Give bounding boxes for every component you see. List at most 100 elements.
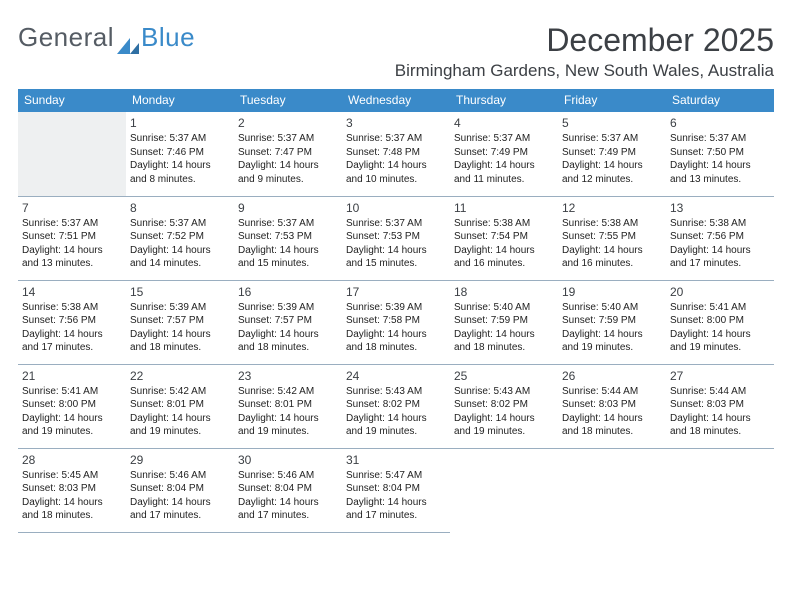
daylight-line: Daylight: 14 hours and 10 minutes. <box>346 159 446 186</box>
sunrise-line: Sunrise: 5:37 AM <box>670 132 770 146</box>
day-number: 8 <box>130 200 230 216</box>
sunrise-line: Sunrise: 5:46 AM <box>238 469 338 483</box>
daylight-line: Daylight: 14 hours and 19 minutes. <box>238 412 338 439</box>
daylight-line: Daylight: 14 hours and 18 minutes. <box>22 496 122 523</box>
daylight-line: Daylight: 14 hours and 18 minutes. <box>346 328 446 355</box>
daylight-line: Daylight: 14 hours and 17 minutes. <box>130 496 230 523</box>
calendar-day-cell: 17Sunrise: 5:39 AMSunset: 7:58 PMDayligh… <box>342 280 450 364</box>
sunrise-line: Sunrise: 5:42 AM <box>130 385 230 399</box>
sunrise-line: Sunrise: 5:41 AM <box>22 385 122 399</box>
sunset-line: Sunset: 7:53 PM <box>238 230 338 244</box>
calendar-day-cell <box>558 448 666 532</box>
sunrise-line: Sunrise: 5:38 AM <box>670 217 770 231</box>
sunset-line: Sunset: 7:46 PM <box>130 146 230 160</box>
daylight-line: Daylight: 14 hours and 18 minutes. <box>670 412 770 439</box>
calendar-day-cell: 30Sunrise: 5:46 AMSunset: 8:04 PMDayligh… <box>234 448 342 532</box>
day-info: Sunrise: 5:46 AMSunset: 8:04 PMDaylight:… <box>130 469 230 523</box>
calendar-week-row: 7Sunrise: 5:37 AMSunset: 7:51 PMDaylight… <box>18 196 774 280</box>
sunset-line: Sunset: 8:01 PM <box>130 398 230 412</box>
sunset-line: Sunset: 7:48 PM <box>346 146 446 160</box>
day-number: 10 <box>346 200 446 216</box>
sunset-line: Sunset: 7:54 PM <box>454 230 554 244</box>
day-number: 1 <box>130 115 230 131</box>
sunrise-line: Sunrise: 5:47 AM <box>346 469 446 483</box>
day-number: 13 <box>670 200 770 216</box>
calendar-week-row: 21Sunrise: 5:41 AMSunset: 8:00 PMDayligh… <box>18 364 774 448</box>
day-info: Sunrise: 5:43 AMSunset: 8:02 PMDaylight:… <box>454 385 554 439</box>
sunrise-line: Sunrise: 5:44 AM <box>562 385 662 399</box>
sunset-line: Sunset: 8:03 PM <box>562 398 662 412</box>
day-info: Sunrise: 5:44 AMSunset: 8:03 PMDaylight:… <box>562 385 662 439</box>
sunset-line: Sunset: 7:56 PM <box>670 230 770 244</box>
daylight-line: Daylight: 14 hours and 11 minutes. <box>454 159 554 186</box>
sunset-line: Sunset: 7:57 PM <box>238 314 338 328</box>
day-number: 14 <box>22 284 122 300</box>
calendar-day-cell: 2Sunrise: 5:37 AMSunset: 7:47 PMDaylight… <box>234 112 342 196</box>
day-info: Sunrise: 5:37 AMSunset: 7:49 PMDaylight:… <box>562 132 662 186</box>
logo-text-2: Blue <box>141 22 195 53</box>
day-number: 5 <box>562 115 662 131</box>
sunrise-line: Sunrise: 5:40 AM <box>454 301 554 315</box>
daylight-line: Daylight: 14 hours and 19 minutes. <box>130 412 230 439</box>
day-info: Sunrise: 5:38 AMSunset: 7:55 PMDaylight:… <box>562 217 662 271</box>
daylight-line: Daylight: 14 hours and 8 minutes. <box>130 159 230 186</box>
day-number: 28 <box>22 452 122 468</box>
day-info: Sunrise: 5:40 AMSunset: 7:59 PMDaylight:… <box>562 301 662 355</box>
day-info: Sunrise: 5:45 AMSunset: 8:03 PMDaylight:… <box>22 469 122 523</box>
calendar-day-cell <box>666 448 774 532</box>
sunrise-line: Sunrise: 5:37 AM <box>130 217 230 231</box>
sunrise-line: Sunrise: 5:42 AM <box>238 385 338 399</box>
sunset-line: Sunset: 7:51 PM <box>22 230 122 244</box>
sunrise-line: Sunrise: 5:37 AM <box>238 217 338 231</box>
day-header: Wednesday <box>342 89 450 112</box>
calendar-day-cell: 16Sunrise: 5:39 AMSunset: 7:57 PMDayligh… <box>234 280 342 364</box>
sunrise-line: Sunrise: 5:44 AM <box>670 385 770 399</box>
calendar-day-cell: 4Sunrise: 5:37 AMSunset: 7:49 PMDaylight… <box>450 112 558 196</box>
sunrise-line: Sunrise: 5:37 AM <box>238 132 338 146</box>
sunset-line: Sunset: 8:03 PM <box>22 482 122 496</box>
day-info: Sunrise: 5:38 AMSunset: 7:56 PMDaylight:… <box>670 217 770 271</box>
calendar-table: Sunday Monday Tuesday Wednesday Thursday… <box>18 89 774 533</box>
sunset-line: Sunset: 7:59 PM <box>562 314 662 328</box>
sunset-line: Sunset: 7:47 PM <box>238 146 338 160</box>
daylight-line: Daylight: 14 hours and 14 minutes. <box>130 244 230 271</box>
calendar-day-cell: 22Sunrise: 5:42 AMSunset: 8:01 PMDayligh… <box>126 364 234 448</box>
day-info: Sunrise: 5:37 AMSunset: 7:52 PMDaylight:… <box>130 217 230 271</box>
daylight-line: Daylight: 14 hours and 9 minutes. <box>238 159 338 186</box>
day-number: 20 <box>670 284 770 300</box>
daylight-line: Daylight: 14 hours and 18 minutes. <box>562 412 662 439</box>
day-info: Sunrise: 5:46 AMSunset: 8:04 PMDaylight:… <box>238 469 338 523</box>
sunset-line: Sunset: 8:00 PM <box>22 398 122 412</box>
daylight-line: Daylight: 14 hours and 19 minutes. <box>562 328 662 355</box>
day-header: Friday <box>558 89 666 112</box>
sunset-line: Sunset: 7:53 PM <box>346 230 446 244</box>
month-title: December 2025 <box>395 22 774 59</box>
sunrise-line: Sunrise: 5:37 AM <box>130 132 230 146</box>
sunset-line: Sunset: 7:52 PM <box>130 230 230 244</box>
sunset-line: Sunset: 7:50 PM <box>670 146 770 160</box>
day-info: Sunrise: 5:40 AMSunset: 7:59 PMDaylight:… <box>454 301 554 355</box>
calendar-week-row: 1Sunrise: 5:37 AMSunset: 7:46 PMDaylight… <box>18 112 774 196</box>
day-number: 17 <box>346 284 446 300</box>
sunrise-line: Sunrise: 5:43 AM <box>454 385 554 399</box>
daylight-line: Daylight: 14 hours and 19 minutes. <box>346 412 446 439</box>
daylight-line: Daylight: 14 hours and 13 minutes. <box>22 244 122 271</box>
day-info: Sunrise: 5:42 AMSunset: 8:01 PMDaylight:… <box>130 385 230 439</box>
day-info: Sunrise: 5:41 AMSunset: 8:00 PMDaylight:… <box>670 301 770 355</box>
calendar-day-cell: 3Sunrise: 5:37 AMSunset: 7:48 PMDaylight… <box>342 112 450 196</box>
calendar-day-cell: 23Sunrise: 5:42 AMSunset: 8:01 PMDayligh… <box>234 364 342 448</box>
calendar-day-cell <box>450 448 558 532</box>
day-info: Sunrise: 5:43 AMSunset: 8:02 PMDaylight:… <box>346 385 446 439</box>
calendar-day-cell: 9Sunrise: 5:37 AMSunset: 7:53 PMDaylight… <box>234 196 342 280</box>
sunrise-line: Sunrise: 5:39 AM <box>130 301 230 315</box>
calendar-day-cell: 8Sunrise: 5:37 AMSunset: 7:52 PMDaylight… <box>126 196 234 280</box>
day-number: 31 <box>346 452 446 468</box>
daylight-line: Daylight: 14 hours and 13 minutes. <box>670 159 770 186</box>
day-info: Sunrise: 5:38 AMSunset: 7:56 PMDaylight:… <box>22 301 122 355</box>
calendar-day-cell: 14Sunrise: 5:38 AMSunset: 7:56 PMDayligh… <box>18 280 126 364</box>
calendar-day-cell: 31Sunrise: 5:47 AMSunset: 8:04 PMDayligh… <box>342 448 450 532</box>
day-number: 23 <box>238 368 338 384</box>
day-info: Sunrise: 5:41 AMSunset: 8:00 PMDaylight:… <box>22 385 122 439</box>
calendar-day-cell: 20Sunrise: 5:41 AMSunset: 8:00 PMDayligh… <box>666 280 774 364</box>
sunrise-line: Sunrise: 5:37 AM <box>346 217 446 231</box>
